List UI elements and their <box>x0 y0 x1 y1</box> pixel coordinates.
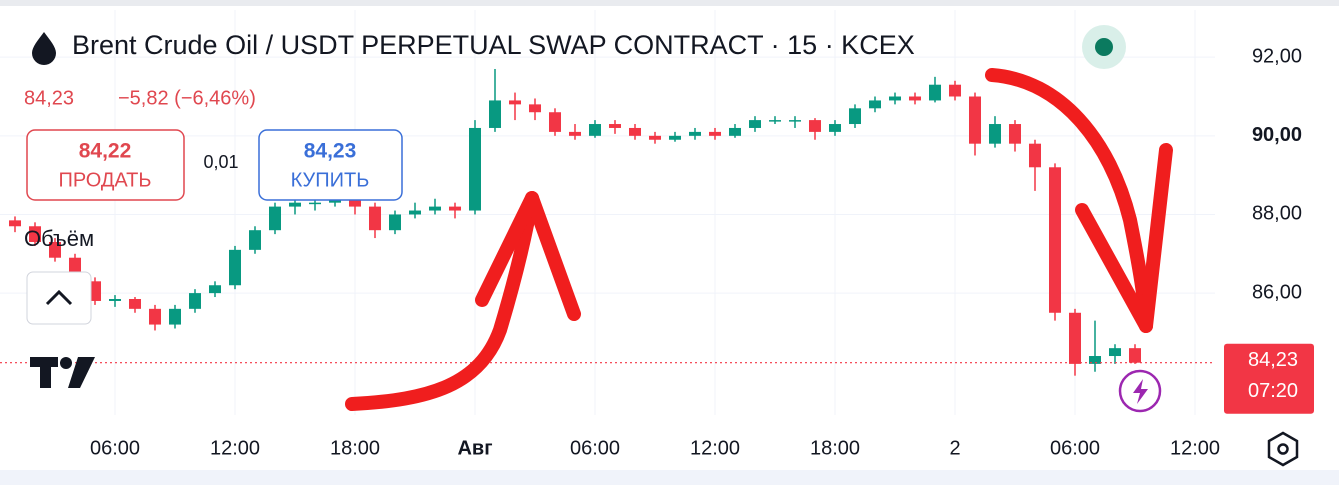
y-tick-label: 86,00 <box>1252 281 1302 303</box>
instrument-icon <box>32 32 56 65</box>
sell-price[interactable]: 84,22 <box>79 140 132 163</box>
buy-label[interactable]: КУПИТЬ <box>291 169 370 191</box>
candle-body <box>829 124 841 132</box>
candle-body <box>389 214 401 231</box>
annotation-arrows <box>345 68 1173 411</box>
x-tick-label: 06:00 <box>90 437 140 459</box>
price-tag-countdown: 07:20 <box>1248 380 1298 402</box>
candle-body <box>409 210 421 215</box>
candle-body <box>1089 356 1101 364</box>
candle-body <box>709 131 721 136</box>
price-change: −5,82 (−6,46%) <box>118 87 256 109</box>
candle-body <box>749 120 761 128</box>
candle-body <box>449 206 461 211</box>
price-tag-value: 84,23 <box>1248 349 1298 371</box>
candle-body <box>549 112 561 132</box>
candle-body <box>469 127 481 211</box>
top-strip <box>0 0 1339 6</box>
candle-body <box>429 206 441 211</box>
candle-body <box>189 293 201 309</box>
candle-body <box>909 96 921 101</box>
collapse-button[interactable] <box>26 271 92 325</box>
x-tick-label: 18:00 <box>810 437 860 459</box>
volume-label: Объём <box>24 226 94 251</box>
x-tick-label: 12:00 <box>210 437 260 459</box>
candle-body <box>1049 167 1061 313</box>
sell-button[interactable]: 84,22 ПРОДАТЬ <box>26 129 185 201</box>
candle-body <box>309 202 321 205</box>
candle-body <box>629 127 641 136</box>
sell-box[interactable] <box>26 129 185 201</box>
candle-body <box>9 220 21 227</box>
candle-body <box>89 281 101 301</box>
spread: 0,01 <box>203 152 238 172</box>
candle-body <box>229 249 241 286</box>
candle-body <box>269 206 281 231</box>
last-price: 84,23 <box>24 87 74 109</box>
candle-body <box>589 124 601 136</box>
candle-body <box>1109 348 1121 357</box>
candle-body <box>889 96 901 101</box>
candle-body <box>109 299 121 301</box>
candle-body <box>1069 312 1081 364</box>
candle-body <box>349 198 361 207</box>
candle-body <box>769 120 781 122</box>
x-tick-label: 06:00 <box>1050 437 1100 459</box>
y-tick-label: 90,00 <box>1252 124 1302 146</box>
candle-body <box>929 84 941 101</box>
candle-body <box>809 120 821 132</box>
candle-body <box>609 124 621 128</box>
x-tick-label: 12:00 <box>690 437 740 459</box>
candle-body <box>789 120 801 122</box>
plot-area <box>0 10 1215 415</box>
candle-body <box>509 100 521 105</box>
y-tick-label: 92,00 <box>1252 45 1302 67</box>
x-tick-label: 12:00 <box>1170 437 1220 459</box>
buy-box[interactable] <box>258 129 403 201</box>
settings-button[interactable] <box>1267 431 1299 467</box>
status-dot[interactable] <box>1095 38 1113 56</box>
sell-label[interactable]: ПРОДАТЬ <box>58 169 151 191</box>
candle-body <box>29 226 41 242</box>
candle-body <box>209 285 221 294</box>
candle-body <box>989 124 1001 144</box>
candle-body <box>869 100 881 109</box>
y-tick-label: 88,00 <box>1252 203 1302 225</box>
candle-body <box>489 100 501 128</box>
lightning-icon <box>1133 379 1148 404</box>
tv-logo <box>30 357 95 388</box>
x-tick-label: 2 <box>949 437 960 459</box>
settings-icon <box>1277 443 1289 455</box>
chart-title: Brent Crude Oil / USDT PERPETUAL SWAP CO… <box>72 30 915 60</box>
x-tick-label: 18:00 <box>330 437 380 459</box>
x-tick-label: Авг <box>457 437 492 459</box>
candle-body <box>289 202 301 207</box>
chevron-icon <box>45 289 73 306</box>
candle-body <box>849 108 861 125</box>
candle-body <box>149 308 161 325</box>
buy-button[interactable]: 84,23 КУПИТЬ <box>258 129 403 201</box>
candle-body <box>649 135 661 140</box>
bottom-strip <box>0 470 1339 485</box>
candle-body <box>569 131 581 136</box>
candle-body <box>1009 124 1021 144</box>
candle-body <box>689 131 701 136</box>
candle-body <box>249 230 261 250</box>
candle-body <box>369 206 381 231</box>
candle-body <box>49 241 61 258</box>
candle-body <box>969 96 981 144</box>
candle-body <box>1029 143 1041 168</box>
candle-body <box>949 84 961 97</box>
candle-body <box>669 135 681 140</box>
buy-price[interactable]: 84,23 <box>304 140 357 163</box>
candle-body <box>1129 348 1141 363</box>
candle-body <box>529 104 541 113</box>
candle-body <box>729 127 741 136</box>
x-tick-label: 06:00 <box>570 437 620 459</box>
candle-body <box>129 299 141 309</box>
price-tag <box>1224 343 1314 414</box>
candle-body <box>169 308 181 325</box>
